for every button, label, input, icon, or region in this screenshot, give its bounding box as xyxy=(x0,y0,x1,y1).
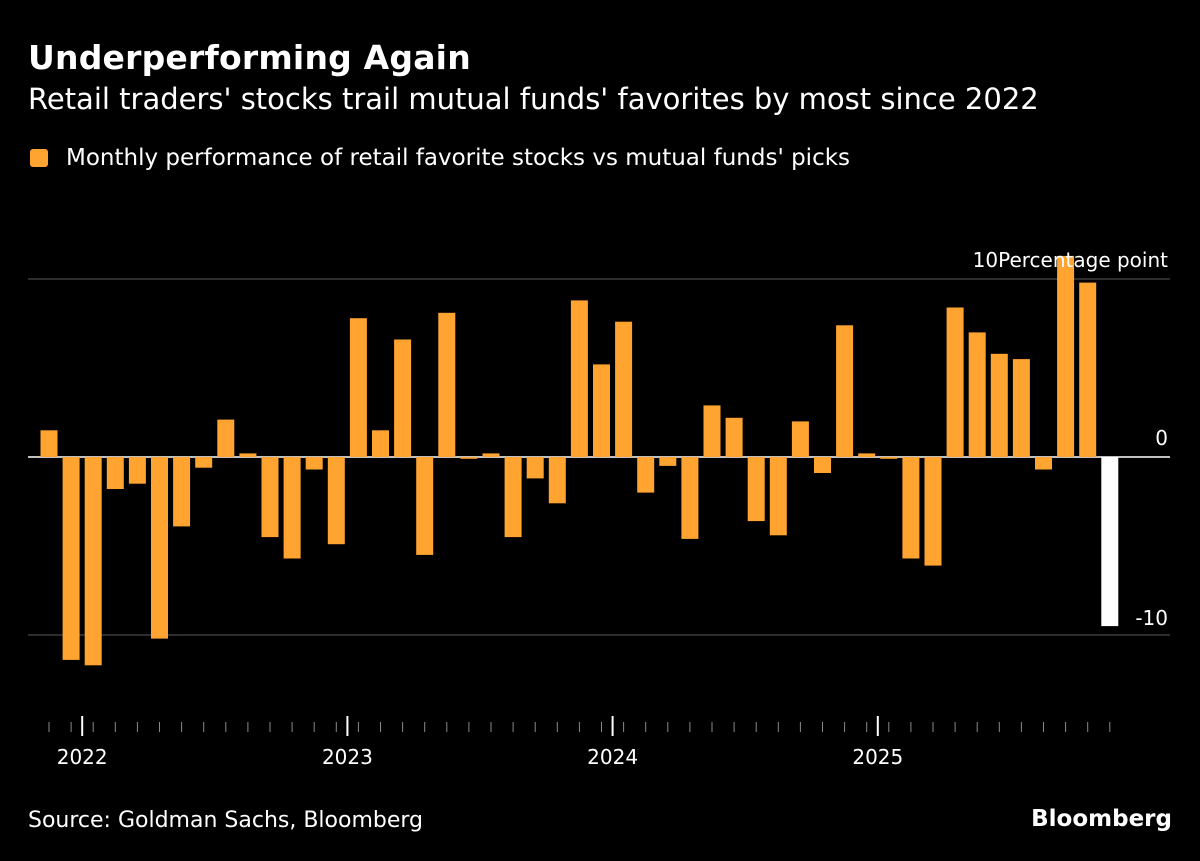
bar xyxy=(946,307,964,457)
bar xyxy=(173,457,191,527)
y-tick-label: 10Percentage point xyxy=(973,248,1168,272)
source-note: Source: Goldman Sachs, Bloomberg xyxy=(28,808,424,833)
bar xyxy=(482,453,500,457)
bar xyxy=(924,457,942,566)
x-tick-label: 2022 xyxy=(57,745,108,769)
bar xyxy=(62,457,80,660)
bar xyxy=(593,364,610,457)
x-tick-label: 2023 xyxy=(322,745,373,769)
chart-subtitle: Retail traders' stocks trail mutual fund… xyxy=(28,82,1039,116)
bar xyxy=(349,318,367,457)
bar xyxy=(460,457,478,459)
bar xyxy=(968,332,986,457)
bar xyxy=(747,457,765,522)
bar xyxy=(217,419,235,457)
bar xyxy=(283,457,301,559)
bar xyxy=(305,457,323,470)
bar xyxy=(1079,282,1097,457)
bar xyxy=(1012,359,1030,457)
bar-latest xyxy=(1101,457,1119,627)
y-tick-label: -10 xyxy=(1135,606,1168,630)
legend-swatch xyxy=(30,149,48,167)
bar xyxy=(791,421,809,457)
bar xyxy=(681,457,699,539)
chart-legend: Monthly performance of retail favorite s… xyxy=(30,145,850,171)
bar xyxy=(703,405,721,457)
bar xyxy=(659,457,677,466)
bar xyxy=(990,353,1008,457)
bar xyxy=(128,457,146,484)
bar xyxy=(239,453,257,457)
bar xyxy=(261,457,279,538)
bar xyxy=(372,430,389,457)
bar xyxy=(1057,255,1075,457)
bar xyxy=(84,457,102,666)
bar xyxy=(814,457,831,473)
bar xyxy=(327,457,345,545)
bar xyxy=(570,300,588,457)
bar xyxy=(195,457,213,468)
bar xyxy=(902,457,920,559)
bar xyxy=(504,457,522,538)
x-tick-label: 2024 xyxy=(587,745,638,769)
bar xyxy=(548,457,566,504)
bar xyxy=(416,457,434,555)
bar xyxy=(394,339,412,457)
bar xyxy=(40,430,58,457)
bar xyxy=(526,457,544,479)
y-tick-label: 0 xyxy=(1155,426,1168,450)
legend-label: Monthly performance of retail favorite s… xyxy=(66,145,851,171)
bar xyxy=(836,325,854,457)
bar xyxy=(637,457,655,493)
x-tick-label: 2025 xyxy=(852,745,903,769)
chart-title: Underperforming Again xyxy=(28,38,471,77)
bar xyxy=(769,457,787,536)
bar xyxy=(438,312,456,457)
bar xyxy=(725,417,743,457)
x-axis: 2022 2023 2024 2025 xyxy=(48,716,1111,769)
bloomberg-logo: Bloomberg xyxy=(1031,806,1172,832)
bar xyxy=(151,457,168,639)
bar xyxy=(1035,457,1052,470)
bar xyxy=(106,457,124,489)
bars xyxy=(40,255,1119,666)
y-axis-labels: 10Percentage point 0 -10 xyxy=(973,248,1168,630)
bar xyxy=(858,453,876,457)
bar xyxy=(615,321,633,457)
bar xyxy=(880,457,898,459)
